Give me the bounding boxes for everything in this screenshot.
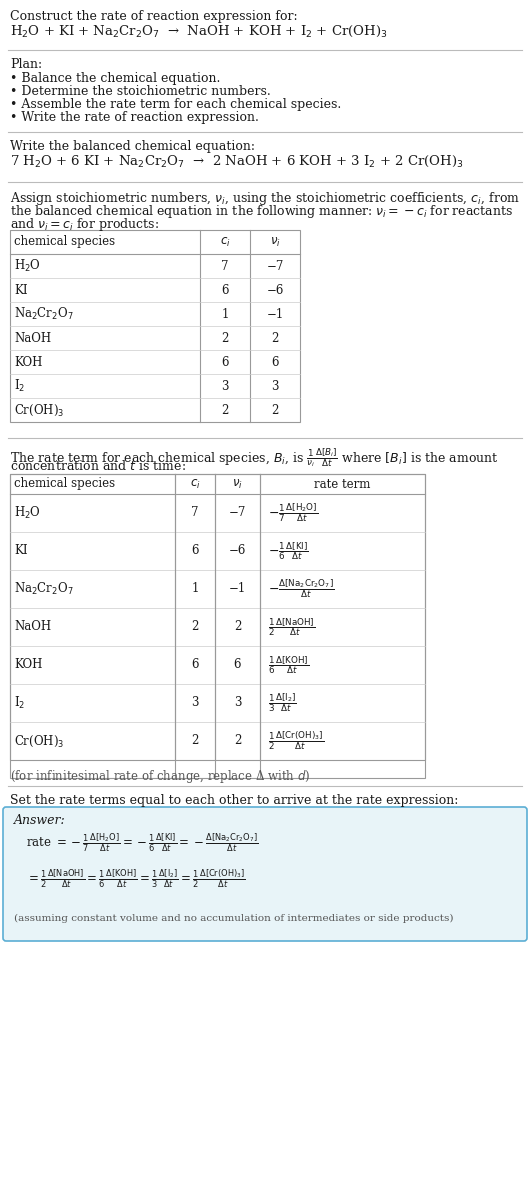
Text: $c_i$: $c_i$ xyxy=(219,236,231,248)
Text: $-\frac{\Delta[\mathrm{Na_2Cr_2O_7}]}{\Delta t}$: $-\frac{\Delta[\mathrm{Na_2Cr_2O_7}]}{\D… xyxy=(268,578,334,601)
Text: Na$_2$Cr$_2$O$_7$: Na$_2$Cr$_2$O$_7$ xyxy=(14,582,74,597)
Text: Set the rate terms equal to each other to arrive at the rate expression:: Set the rate terms equal to each other t… xyxy=(10,793,458,807)
Text: 6: 6 xyxy=(221,283,229,296)
Text: (for infinitesimal rate of change, replace Δ with $d$): (for infinitesimal rate of change, repla… xyxy=(10,768,311,785)
Text: $= \frac{1}{2}\frac{\Delta[\mathrm{NaOH}]}{\Delta t} = \frac{1}{6}\frac{\Delta[\: $= \frac{1}{2}\frac{\Delta[\mathrm{NaOH}… xyxy=(26,868,245,891)
Text: (assuming constant volume and no accumulation of intermediates or side products): (assuming constant volume and no accumul… xyxy=(14,914,454,923)
Text: 6: 6 xyxy=(234,659,241,672)
Text: −6: −6 xyxy=(266,283,284,296)
Text: Construct the rate of reaction expression for:: Construct the rate of reaction expressio… xyxy=(10,10,298,23)
FancyBboxPatch shape xyxy=(3,807,527,942)
Text: 6: 6 xyxy=(191,659,199,672)
Text: The rate term for each chemical species, $B_i$, is $\frac{1}{\nu_i}\frac{\Delta[: The rate term for each chemical species,… xyxy=(10,445,499,468)
Text: • Determine the stoichiometric numbers.: • Determine the stoichiometric numbers. xyxy=(10,85,271,98)
Text: rate $= -\frac{1}{7}\frac{\Delta[\mathrm{H_2O}]}{\Delta t} = -\frac{1}{6}\frac{\: rate $= -\frac{1}{7}\frac{\Delta[\mathrm… xyxy=(26,832,258,855)
Text: 7: 7 xyxy=(191,507,199,519)
Text: −1: −1 xyxy=(267,307,284,320)
Text: 1: 1 xyxy=(191,583,199,596)
Text: 3: 3 xyxy=(234,696,241,709)
Text: KOH: KOH xyxy=(14,355,42,368)
Text: Assign stoichiometric numbers, $\nu_i$, using the stoichiometric coefficients, $: Assign stoichiometric numbers, $\nu_i$, … xyxy=(10,190,520,207)
Text: and $\nu_i = c_i$ for products:: and $\nu_i = c_i$ for products: xyxy=(10,216,159,234)
Text: H$_2$O: H$_2$O xyxy=(14,504,41,521)
Text: 7: 7 xyxy=(221,260,229,272)
Text: KI: KI xyxy=(14,283,28,296)
Text: • Assemble the rate term for each chemical species.: • Assemble the rate term for each chemic… xyxy=(10,98,341,111)
Text: 2: 2 xyxy=(234,620,241,633)
Text: $c_i$: $c_i$ xyxy=(190,478,200,490)
Text: H$_2$O + KI + Na$_2$Cr$_2$O$_7$  →  NaOH + KOH + I$_2$ + Cr(OH)$_3$: H$_2$O + KI + Na$_2$Cr$_2$O$_7$ → NaOH +… xyxy=(10,24,388,40)
Text: $\frac{1}{2}\frac{\Delta[\mathrm{NaOH}]}{\Delta t}$: $\frac{1}{2}\frac{\Delta[\mathrm{NaOH}]}… xyxy=(268,616,315,638)
Text: Na$_2$Cr$_2$O$_7$: Na$_2$Cr$_2$O$_7$ xyxy=(14,306,74,321)
Text: 6: 6 xyxy=(271,355,279,368)
Text: 3: 3 xyxy=(271,379,279,393)
Text: • Write the rate of reaction expression.: • Write the rate of reaction expression. xyxy=(10,111,259,124)
Text: I$_2$: I$_2$ xyxy=(14,378,25,394)
Text: H$_2$O: H$_2$O xyxy=(14,258,41,275)
Bar xyxy=(10,230,300,421)
Text: $\nu_i$: $\nu_i$ xyxy=(232,478,243,490)
Text: −7: −7 xyxy=(266,260,284,272)
Text: 6: 6 xyxy=(221,355,229,368)
Text: the balanced chemical equation in the following manner: $\nu_i = -c_i$ for react: the balanced chemical equation in the fo… xyxy=(10,203,513,220)
Text: concentration and $t$ is time:: concentration and $t$ is time: xyxy=(10,459,186,473)
Text: $\nu_i$: $\nu_i$ xyxy=(270,236,280,248)
Text: 1: 1 xyxy=(222,307,228,320)
Text: −6: −6 xyxy=(229,544,246,557)
Text: $-\frac{1}{7}\frac{\Delta[\mathrm{H_2O}]}{\Delta t}$: $-\frac{1}{7}\frac{\Delta[\mathrm{H_2O}]… xyxy=(268,502,318,524)
Text: Write the balanced chemical equation:: Write the balanced chemical equation: xyxy=(10,140,255,153)
Text: −7: −7 xyxy=(229,507,246,519)
Text: $\frac{1}{3}\frac{\Delta[\mathrm{I_2}]}{\Delta t}$: $\frac{1}{3}\frac{\Delta[\mathrm{I_2}]}{… xyxy=(268,691,297,714)
Text: 2: 2 xyxy=(191,620,199,633)
Text: NaOH: NaOH xyxy=(14,331,51,344)
Text: chemical species: chemical species xyxy=(14,236,115,248)
Bar xyxy=(10,474,425,760)
Text: 2: 2 xyxy=(271,331,279,344)
Text: −1: −1 xyxy=(229,583,246,596)
Text: 3: 3 xyxy=(221,379,229,393)
Text: Cr(OH)$_3$: Cr(OH)$_3$ xyxy=(14,402,64,418)
Text: 2: 2 xyxy=(222,403,228,417)
Text: Cr(OH)$_3$: Cr(OH)$_3$ xyxy=(14,733,64,749)
Text: 7 H$_2$O + 6 KI + Na$_2$Cr$_2$O$_7$  →  2 NaOH + 6 KOH + 3 I$_2$ + 2 Cr(OH)$_3$: 7 H$_2$O + 6 KI + Na$_2$Cr$_2$O$_7$ → 2 … xyxy=(10,154,464,170)
Text: 2: 2 xyxy=(234,734,241,748)
Text: Plan:: Plan: xyxy=(10,58,42,71)
Text: 2: 2 xyxy=(191,734,199,748)
Text: $\frac{1}{6}\frac{\Delta[\mathrm{KOH}]}{\Delta t}$: $\frac{1}{6}\frac{\Delta[\mathrm{KOH}]}{… xyxy=(268,654,309,675)
Text: $-\frac{1}{6}\frac{\Delta[\mathrm{KI}]}{\Delta t}$: $-\frac{1}{6}\frac{\Delta[\mathrm{KI}]}{… xyxy=(268,541,309,562)
Text: 2: 2 xyxy=(271,403,279,417)
Text: KI: KI xyxy=(14,544,28,557)
Bar xyxy=(10,474,425,778)
Text: NaOH: NaOH xyxy=(14,620,51,633)
Text: chemical species: chemical species xyxy=(14,478,115,490)
Text: 3: 3 xyxy=(191,696,199,709)
Text: KOH: KOH xyxy=(14,659,42,672)
Text: rate term: rate term xyxy=(314,478,370,490)
Text: $\frac{1}{2}\frac{\Delta[\mathrm{Cr(OH)_3}]}{\Delta t}$: $\frac{1}{2}\frac{\Delta[\mathrm{Cr(OH)_… xyxy=(268,730,324,752)
Text: I$_2$: I$_2$ xyxy=(14,695,25,712)
Text: • Balance the chemical equation.: • Balance the chemical equation. xyxy=(10,72,220,85)
Text: 2: 2 xyxy=(222,331,228,344)
Text: Answer:: Answer: xyxy=(14,814,66,827)
Text: 6: 6 xyxy=(191,544,199,557)
